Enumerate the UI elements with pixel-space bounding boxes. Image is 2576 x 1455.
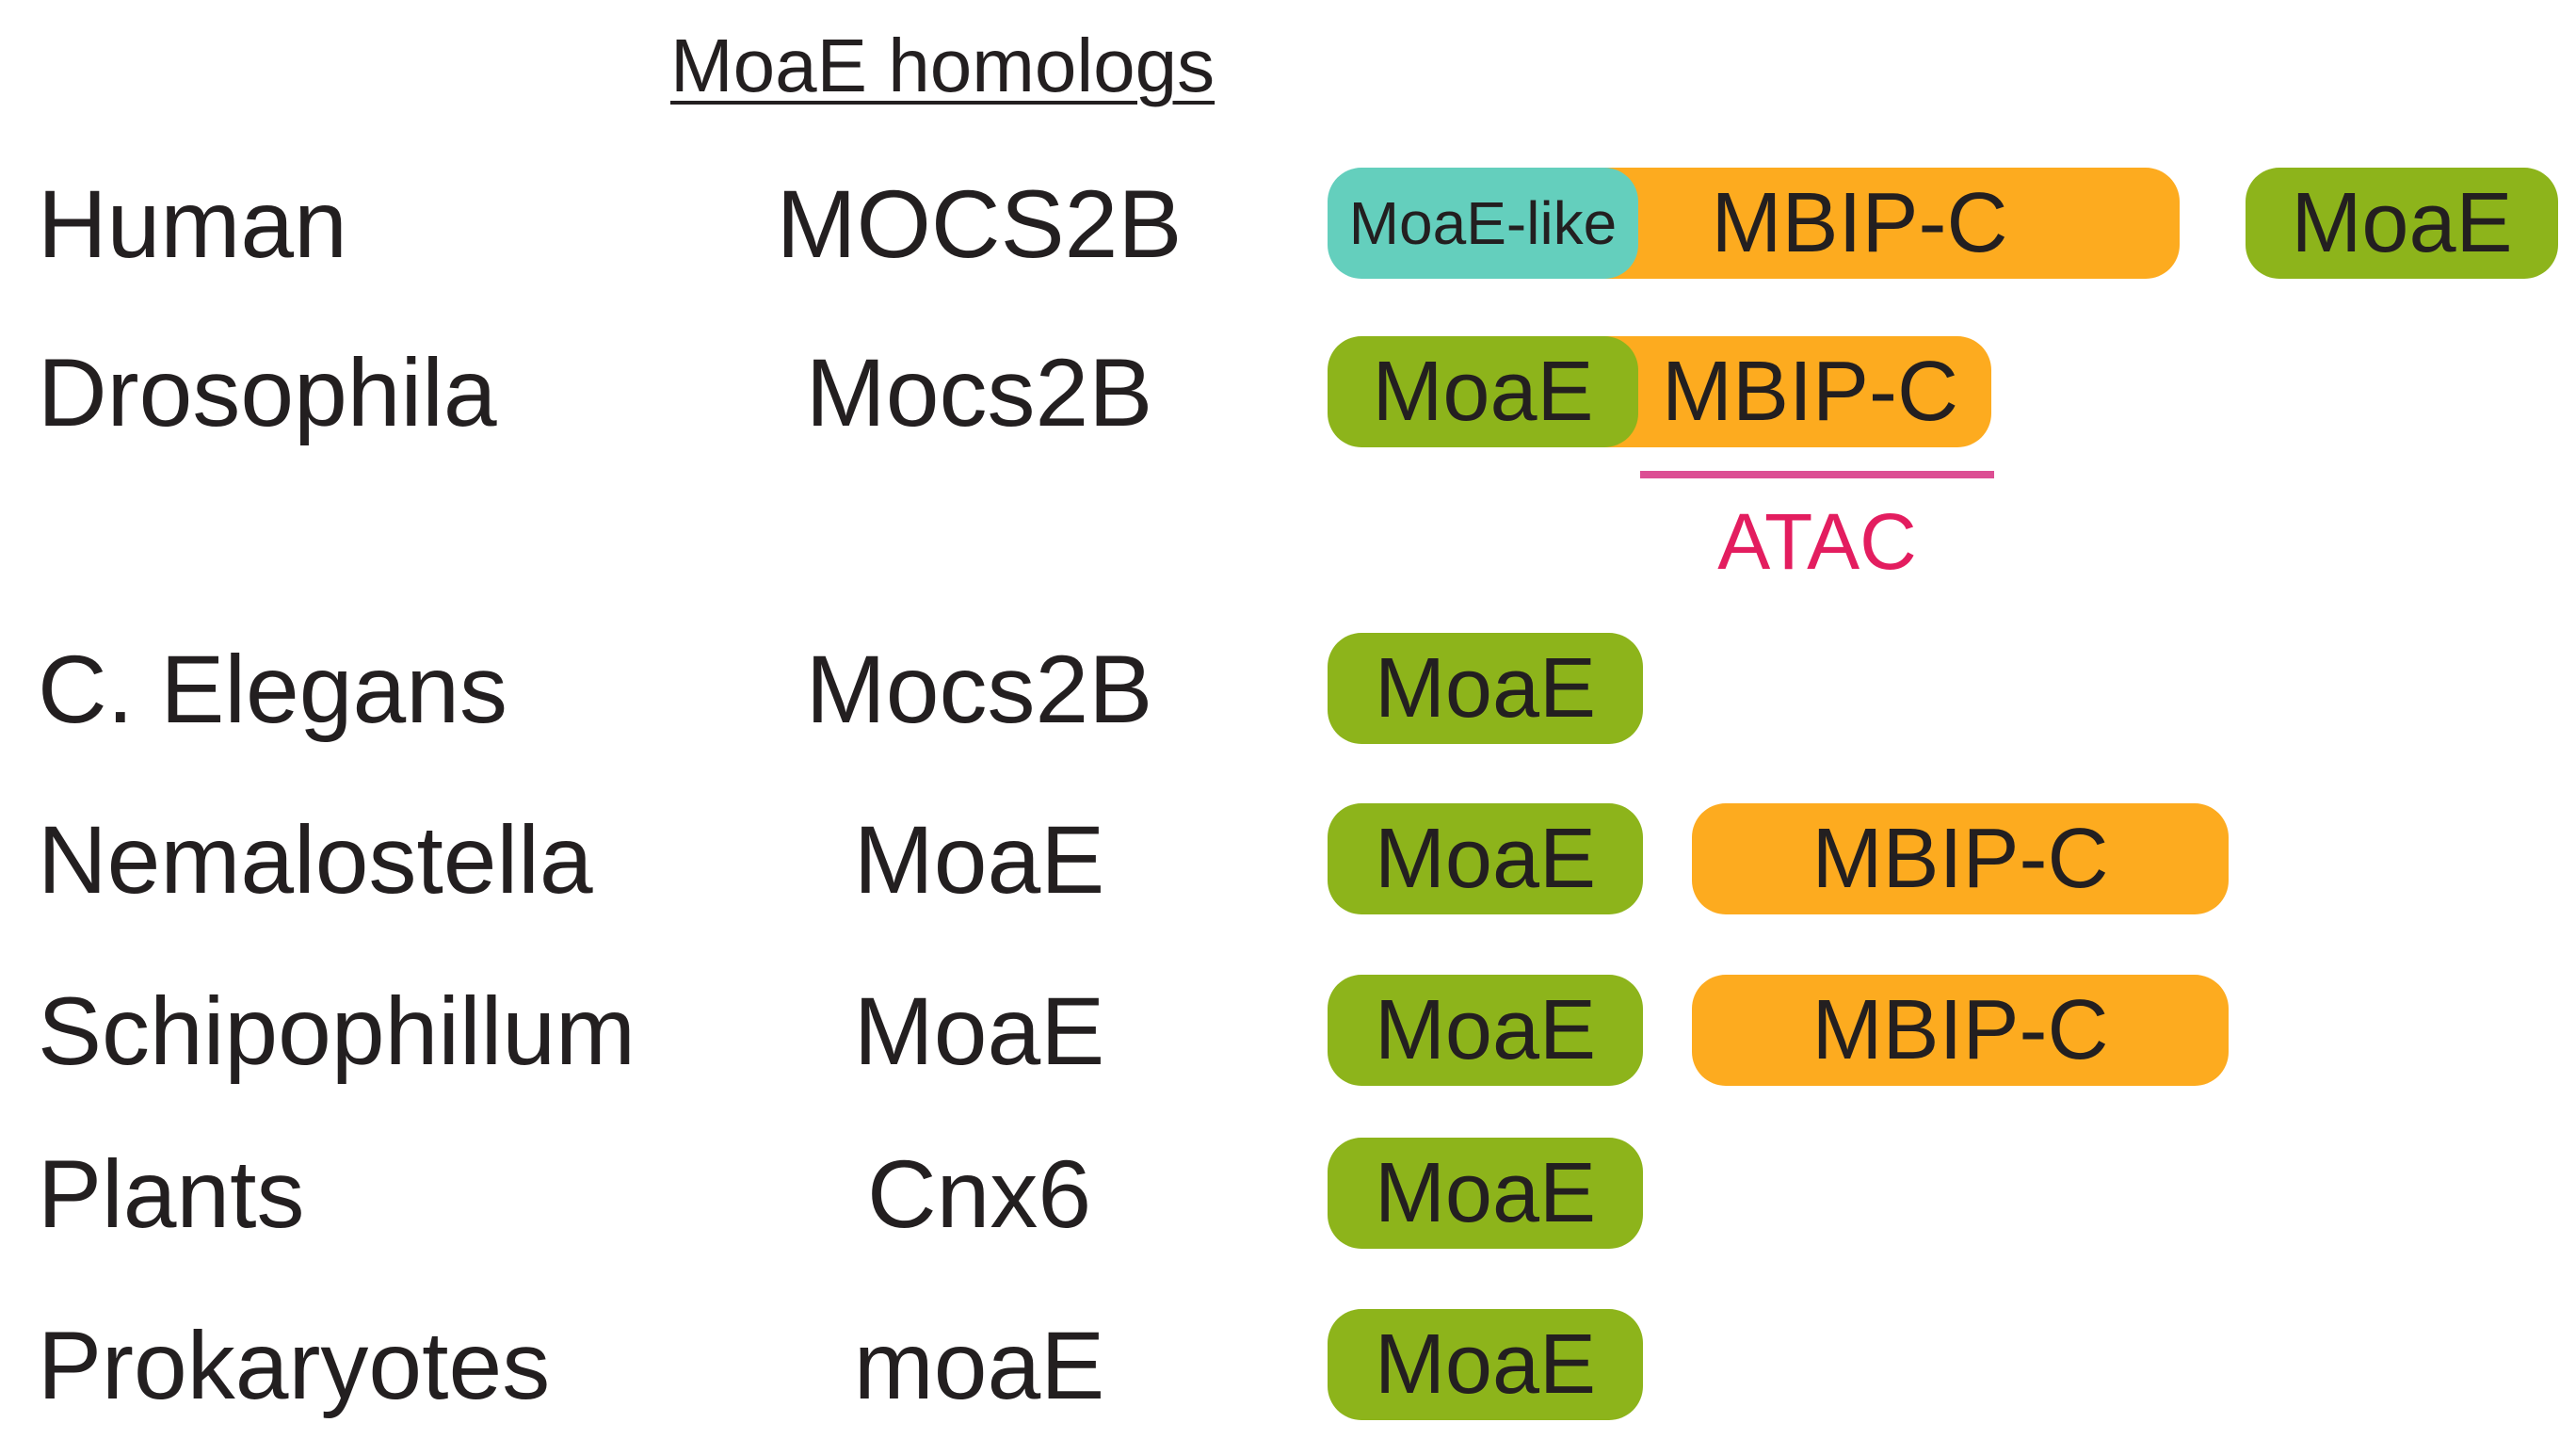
gene-label: MOCS2B bbox=[776, 170, 1183, 278]
domain-mbip-c: MBIP-C bbox=[1692, 975, 2229, 1086]
organism-label: Schipophillum bbox=[38, 978, 636, 1085]
organism-label: Prokaryotes bbox=[38, 1312, 551, 1419]
domain-moae: MoaE bbox=[1328, 1138, 1643, 1249]
domain-mbip-c: MBIP-C bbox=[1539, 168, 2180, 279]
organism-label: Drosophila bbox=[38, 339, 497, 446]
gene-label: MoaE bbox=[853, 978, 1105, 1085]
organism-label: Human bbox=[38, 170, 347, 278]
domain-moae: MoaE bbox=[2246, 168, 2558, 279]
row-nemalostella: Nemalostella MoaE MoaE MBIP-C bbox=[0, 803, 2576, 916]
domain-moae: MoaE bbox=[1328, 336, 1638, 447]
atac-label: ATAC bbox=[1717, 497, 1917, 586]
domain-moae: MoaE bbox=[1328, 633, 1643, 744]
row-plants: Plants Cnx6 MoaE bbox=[0, 1138, 2576, 1251]
domain-moae-like: MoaE-like bbox=[1328, 168, 1638, 279]
organism-label: Nemalostella bbox=[38, 806, 593, 913]
domain-mbip-c: MBIP-C bbox=[1692, 803, 2229, 914]
gene-label: Cnx6 bbox=[866, 1140, 1092, 1248]
organism-label: C. Elegans bbox=[38, 636, 507, 743]
gene-label: moaE bbox=[853, 1312, 1105, 1419]
domain-moae: MoaE bbox=[1328, 1309, 1643, 1420]
row-human: Human MOCS2B MBIP-C MoaE-like MoaE bbox=[0, 168, 2576, 281]
atac-underline bbox=[1640, 471, 1994, 478]
row-prokaryotes: Prokaryotes moaE MoaE bbox=[0, 1309, 2576, 1422]
gene-label: Mocs2B bbox=[805, 339, 1153, 446]
row-c-elegans: C. Elegans Mocs2B MoaE bbox=[0, 633, 2576, 746]
organism-label: Plants bbox=[38, 1140, 305, 1248]
column-header-moae-homologs: MoaE homologs bbox=[670, 24, 1216, 107]
domain-moae: MoaE bbox=[1328, 803, 1643, 914]
row-schipophillum: Schipophillum MoaE MoaE MBIP-C bbox=[0, 975, 2576, 1088]
domain-moae: MoaE bbox=[1328, 975, 1643, 1086]
gene-label: Mocs2B bbox=[805, 636, 1153, 743]
gene-label: MoaE bbox=[853, 806, 1105, 913]
row-drosophila: Drosophila Mocs2B MBIP-C MoaE bbox=[0, 336, 2576, 449]
